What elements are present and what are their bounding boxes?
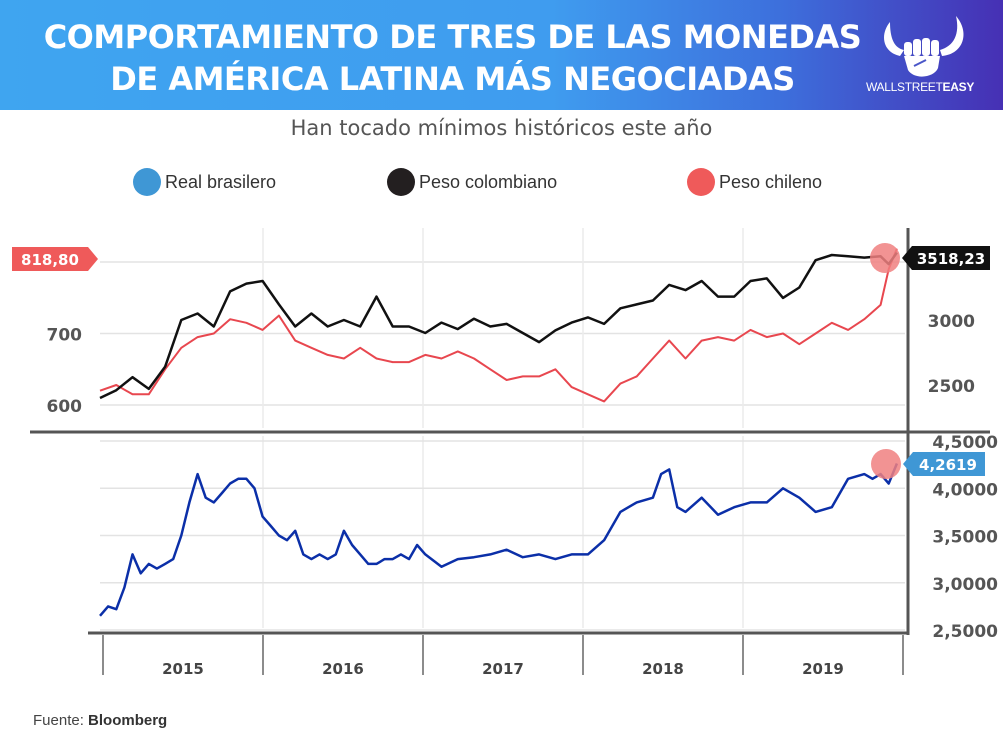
x-tick-label-year: 2017 <box>482 660 524 678</box>
legend-item-peso-colombiano: Peso colombiano <box>387 168 557 196</box>
source-prefix: Fuente: <box>33 712 84 729</box>
series-line-peso-colombiano <box>99 251 898 400</box>
legend-label: Peso chileno <box>719 171 823 192</box>
y-tick-label-right: 2500 <box>928 377 975 397</box>
value-badge-peso-chileno <box>12 247 98 271</box>
series-line-real-brasilero <box>99 463 899 617</box>
source-name: Bloomberg <box>88 712 168 729</box>
x-tick-label-year: 2018 <box>642 660 684 678</box>
y-tick-label-right-bottom: 4,5000 <box>932 433 998 453</box>
highlight-circle-bottom <box>871 449 901 479</box>
top-panel-grid <box>100 228 905 428</box>
bull-fist-icon <box>884 16 964 77</box>
value-badge-real-brasilero-text: 4,2619 <box>919 456 977 474</box>
series-layer <box>99 243 901 617</box>
value-badge-peso-chileno-text: 818,80 <box>21 251 79 269</box>
x-tick-label-year: 2015 <box>162 660 204 678</box>
value-badge-real-brasilero <box>903 452 985 476</box>
legend-swatch-black-icon <box>387 168 415 196</box>
title-line-1: COMPORTAMIENTO DE TRES DE LAS MONEDAS <box>43 18 862 56</box>
legend: Real brasilero Peso colombiano Peso chil… <box>0 168 1003 198</box>
y-tick-label-left: 700 <box>47 326 83 346</box>
brand-name: WALLSTREETEASY <box>860 80 980 94</box>
value-badge-peso-colombiano-text: 3518,23 <box>917 250 985 268</box>
legend-label: Real brasilero <box>165 171 277 192</box>
legend-label: Peso colombiano <box>419 171 558 192</box>
chart-subtitle: Han tocado mínimos históricos este año <box>290 116 713 140</box>
legend-swatch-blue-icon <box>133 168 161 196</box>
x-tick-label-year: 2016 <box>322 660 364 678</box>
axes-layer <box>30 228 990 675</box>
y-tick-label-left: 600 <box>47 397 83 417</box>
brand-logo: WALLSTREETEASY <box>860 14 980 104</box>
y-tick-label-right: 3000 <box>928 312 975 332</box>
legend-swatch-red-icon <box>687 168 715 196</box>
bottom-panel-grid <box>100 436 905 631</box>
legend-item-real-brasilero: Real brasilero <box>133 168 276 196</box>
y-tick-label-right-bottom: 3,0000 <box>932 575 998 595</box>
header-banner: COMPORTAMIENTO DE TRES DE LAS MONEDAS DE… <box>0 0 1003 110</box>
y-tick-label-right-bottom: 2,5000 <box>932 622 998 642</box>
y-tick-label-right-bottom: 4,0000 <box>932 480 998 500</box>
legend-item-peso-chileno: Peso chileno <box>687 168 822 196</box>
x-tick-label-year: 2019 <box>802 660 844 678</box>
highlight-circle-top <box>870 243 900 273</box>
series-line-peso-chileno <box>99 248 898 403</box>
brand-name-bold: EASY <box>942 80 975 94</box>
value-badge-peso-colombiano <box>902 246 990 270</box>
brand-name-light: WALLSTREET <box>865 80 943 94</box>
chart-title: COMPORTAMIENTO DE TRES DE LAS MONEDAS DE… <box>0 16 905 100</box>
source-note: Fuente: Bloomberg <box>33 712 167 729</box>
y-tick-label-right-bottom: 3,5000 <box>932 528 998 548</box>
title-line-2: DE AMÉRICA LATINA MÁS NEGOCIADAS <box>110 60 795 98</box>
labels-layer: 600700800250030002,50003,00003,50004,000… <box>12 246 998 678</box>
